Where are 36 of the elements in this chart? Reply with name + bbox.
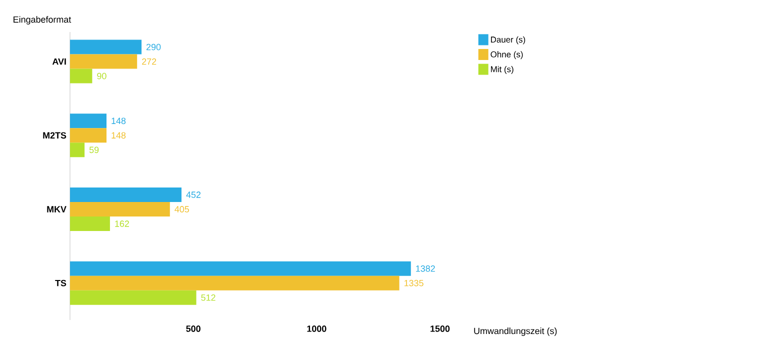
data-label: 162: [115, 220, 129, 227]
y-tick-label: AVI: [52, 58, 66, 65]
data-label: 452: [186, 192, 201, 198]
x-tick-label: 500: [186, 326, 200, 332]
legend-label: Ohne (s): [490, 51, 523, 60]
data-label: 1382: [416, 265, 435, 272]
bar: [70, 261, 411, 276]
y-tick-label: MKV: [47, 206, 66, 212]
data-label: 405: [174, 206, 189, 212]
bar: [70, 187, 182, 202]
bar: [70, 276, 400, 290]
y-tick-label: M2TS: [43, 132, 66, 139]
bar: [70, 40, 142, 54]
y-axis-title: Eingabeformat: [14, 16, 72, 24]
bar: [70, 216, 110, 231]
legend-label: Dauer (s): [491, 36, 526, 44]
bar: [70, 54, 138, 69]
y-tick-label: TS: [55, 280, 66, 286]
data-label: 90: [97, 72, 106, 80]
x-tick-label: 1000: [307, 326, 326, 332]
data-label: 1335: [404, 280, 424, 286]
x-tick-label: 1500: [430, 326, 450, 332]
data-label: 512: [201, 294, 216, 301]
data-label: 59: [89, 146, 99, 154]
bar: [70, 142, 85, 158]
legend-label: Mit (s): [491, 66, 514, 74]
x-axis-title: Umwandlungszeit (s): [474, 328, 557, 336]
bar: [70, 290, 196, 305]
data-label: 148: [112, 132, 126, 139]
bar: [70, 202, 170, 216]
bar: [70, 68, 92, 84]
data-label: 272: [142, 58, 156, 65]
data-label: 148: [112, 118, 126, 124]
data-label: 290: [146, 44, 161, 50]
bar: [70, 114, 107, 128]
bar: [70, 128, 107, 143]
